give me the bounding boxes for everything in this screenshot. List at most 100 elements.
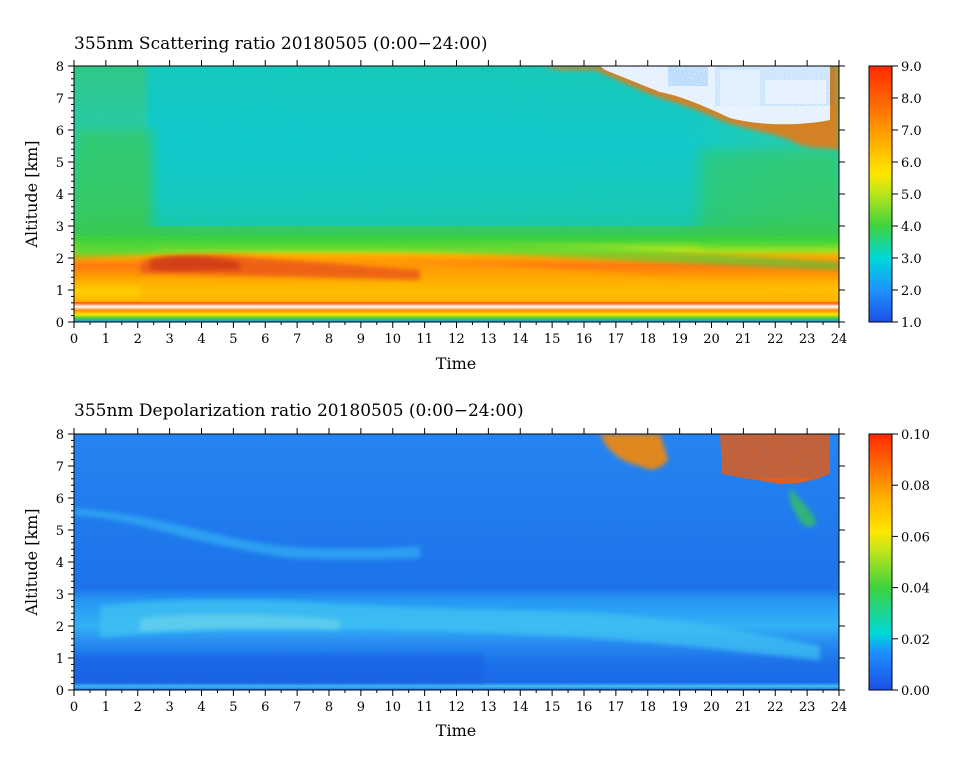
x-tick-label: 11 <box>416 700 433 715</box>
colorbar-tick-label: 2.0 <box>901 284 922 299</box>
colorbar-tick-label: 0.08 <box>901 479 930 494</box>
x-tick-label: 20 <box>703 700 720 715</box>
y-tick-label: 2 <box>56 620 64 635</box>
x-tick-label: 20 <box>703 332 720 347</box>
y-tick-label: 3 <box>56 220 64 235</box>
x-tick-label: 11 <box>416 332 433 347</box>
depolarization-ratio-title: 355nm Depolarization ratio 20180505 (0:0… <box>74 401 524 421</box>
x-tick-label: 0 <box>70 700 78 715</box>
scattering-ratio-colorbar <box>868 65 893 323</box>
x-tick-label: 7 <box>293 700 301 715</box>
scattering-ratio-axes: 0 1 2 3 4 5 6 7 8 9 10 11 12 13 14 15 16 17 18 19 20 21 22 23 24… <box>56 60 848 347</box>
colorbar-tick-label: 0.10 <box>901 428 930 443</box>
y-tick-label: 5 <box>56 156 64 171</box>
x-tick-label: 3 <box>165 332 173 347</box>
x-tick-label: 8 <box>325 700 333 715</box>
x-tick-label: 5 <box>229 700 237 715</box>
scattering-ratio-title: 355nm Scattering ratio 20180505 (0:00−24… <box>74 34 488 54</box>
scattering-ratio-heatmap <box>74 66 839 322</box>
scattering-ratio-ylabel: Altitude [km] <box>22 140 41 248</box>
x-tick-label: 4 <box>197 700 205 715</box>
x-tick-label: 9 <box>357 700 365 715</box>
y-tick-label: 4 <box>56 556 64 571</box>
x-tick-label: 18 <box>639 332 656 347</box>
x-tick-label: 16 <box>576 700 593 715</box>
x-tick-label: 17 <box>608 332 625 347</box>
depolarization-ratio-ylabel: Altitude [km] <box>22 508 41 616</box>
colorbar-tick-label: 9.0 <box>901 60 922 75</box>
scattering-ratio-panel: 355nm Scattering ratio 20180505 (0:00−24… <box>22 34 922 373</box>
x-tick-label: 2 <box>134 700 142 715</box>
depolarization-ratio-panel: 355nm Depolarization ratio 20180505 (0:0… <box>22 401 930 740</box>
y-tick-label: 7 <box>56 92 64 107</box>
colorbar-tick-label: 5.0 <box>901 188 922 203</box>
x-tick-label: 10 <box>384 332 401 347</box>
colorbar-tick-label: 3.0 <box>901 252 922 267</box>
x-tick-label: 19 <box>671 332 688 347</box>
depolarization-ratio-axes: 0 1 2 3 4 5 6 7 8 9 10 11 12 13 14 15 16 17 18 19 20 21 22 23 24… <box>56 428 848 715</box>
x-tick-label: 7 <box>293 332 301 347</box>
y-tick-label: 6 <box>56 492 64 507</box>
y-tick-label: 8 <box>56 428 64 443</box>
y-tick-label: 2 <box>56 252 64 267</box>
depolarization-ratio-colorbar <box>868 433 893 691</box>
y-tick-label: 0 <box>56 684 64 699</box>
x-tick-label: 18 <box>639 700 656 715</box>
x-tick-label: 8 <box>325 332 333 347</box>
x-tick-label: 2 <box>134 332 142 347</box>
x-tick-label: 3 <box>165 700 173 715</box>
colorbar-tick-label: 0.02 <box>901 633 930 648</box>
colorbar-tick-label: 0.00 <box>901 684 930 699</box>
x-tick-label: 14 <box>512 332 529 347</box>
x-tick-label: 1 <box>102 700 110 715</box>
x-tick-label: 5 <box>229 332 237 347</box>
x-tick-label: 21 <box>735 700 752 715</box>
colorbar-tick-label: 7.0 <box>901 124 922 139</box>
x-tick-label: 21 <box>735 332 752 347</box>
colorbar-tick-label: 0.04 <box>901 582 930 597</box>
depolarization-ratio-colorbar-ticks: 0.00 0.02 0.04 0.06 0.08 0.10 <box>892 428 930 699</box>
x-tick-label: 23 <box>799 700 816 715</box>
x-tick-label: 24 <box>831 332 848 347</box>
colorbar-tick-label: 1.0 <box>901 316 922 331</box>
x-tick-label: 6 <box>261 332 269 347</box>
x-tick-label: 19 <box>671 700 688 715</box>
y-tick-label: 3 <box>56 588 64 603</box>
x-tick-label: 12 <box>448 700 465 715</box>
x-tick-label: 12 <box>448 332 465 347</box>
scattering-ratio-xlabel: Time <box>436 354 476 373</box>
x-tick-label: 24 <box>831 700 848 715</box>
x-tick-label: 22 <box>767 332 784 347</box>
x-tick-label: 9 <box>357 332 365 347</box>
depolarization-ratio-xlabel: Time <box>436 721 476 740</box>
y-tick-label: 4 <box>56 188 64 203</box>
colorbar-tick-label: 4.0 <box>901 220 922 235</box>
colorbar-tick-label: 6.0 <box>901 156 922 171</box>
x-tick-label: 0 <box>70 332 78 347</box>
x-tick-label: 10 <box>384 700 401 715</box>
y-tick-label: 7 <box>56 460 64 475</box>
y-tick-label: 1 <box>56 652 64 667</box>
colorbar-tick-label: 8.0 <box>901 92 922 107</box>
x-tick-label: 13 <box>480 332 497 347</box>
colorbar-tick-label: 0.06 <box>901 530 930 545</box>
x-tick-label: 16 <box>576 332 593 347</box>
x-tick-label: 6 <box>261 700 269 715</box>
y-tick-label: 0 <box>56 316 64 331</box>
x-tick-label: 17 <box>608 700 625 715</box>
y-tick-label: 6 <box>56 124 64 139</box>
x-tick-label: 14 <box>512 700 529 715</box>
x-tick-label: 13 <box>480 700 497 715</box>
scattering-ratio-colorbar-ticks: 1.0 2.0 3.0 4.0 5.0 6.0 7.0 8.0 9.0 <box>892 60 922 331</box>
x-tick-label: 15 <box>544 700 561 715</box>
y-tick-label: 8 <box>56 60 64 75</box>
y-tick-label: 1 <box>56 284 64 299</box>
x-tick-label: 22 <box>767 700 784 715</box>
y-tick-label: 5 <box>56 524 64 539</box>
x-tick-label: 15 <box>544 332 561 347</box>
x-tick-label: 1 <box>102 332 110 347</box>
x-tick-label: 4 <box>197 332 205 347</box>
x-tick-label: 23 <box>799 332 816 347</box>
depolarization-ratio-heatmap <box>74 434 839 690</box>
